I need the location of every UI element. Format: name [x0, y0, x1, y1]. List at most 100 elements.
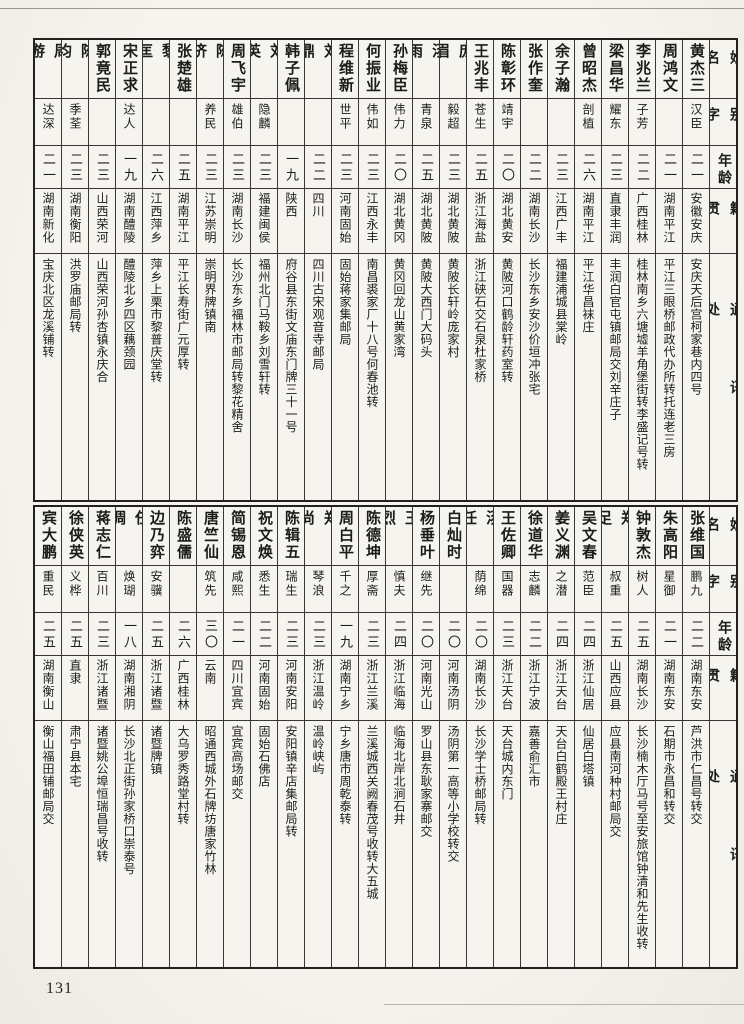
entry-age-text: 二一 [689, 152, 704, 184]
entry-origin: 江苏崇明 [197, 189, 223, 254]
entry-name-text: 陈均 [62, 43, 88, 72]
entry-column: 韩子佩 一九 陕西 府谷县东街文庙东门牌三十一号 [277, 40, 304, 500]
entry-courtesy-name: 雄伯 [224, 99, 250, 146]
entry-age-text: 一九 [122, 152, 137, 184]
entry-age: 二二 [683, 613, 709, 656]
entry-courtesy-name-text: 子芳 [635, 103, 649, 131]
entry-courtesy-name: 重民 [35, 566, 61, 613]
entry-origin: 湖南东安 [656, 656, 682, 721]
entry-age: 二一 [224, 613, 250, 656]
entry-address-text: 福州北门马鞍乡刘雪轩转 [257, 258, 271, 396]
entry-origin: 四川 [305, 189, 331, 254]
entry-column: 余子瀚 二三 江西广丰 福建浦城县棠岭 [547, 40, 574, 500]
entry-courtesy-name-text: 季荃 [68, 103, 82, 131]
entry-origin: 山西荣河 [89, 189, 115, 254]
entry-courtesy-name-text: 耀东 [608, 103, 622, 131]
entry-origin: 浙江兰溪 [359, 656, 385, 721]
entry-age: 二五 [35, 613, 61, 656]
entry-age: 二〇 [440, 613, 466, 656]
entry-column: 白灿时 二〇 河南汤阴 汤阴第一高等小学校转交 [439, 507, 466, 967]
entry-origin-text: 湖南新化 [41, 192, 55, 244]
entry-courtesy-name-text: 世平 [338, 103, 352, 131]
entry-name-text: 杨垂叶 [418, 510, 434, 561]
entry-age-text: 二二 [527, 152, 542, 184]
entry-origin: 直隶 [62, 656, 88, 721]
entry-age: 二二 [629, 146, 655, 189]
entry-address: 长沙楠木厅马号至安旅馆钟清和先生收转 [629, 721, 655, 967]
entry-name-text: 唐竺仙 [202, 510, 218, 561]
entry-courtesy-name [548, 99, 574, 146]
entry-age-text: 二三 [338, 152, 353, 184]
entry-age-text: 一九 [338, 619, 353, 651]
entry-age: 二三 [89, 146, 115, 189]
entry-origin: 河南汤阴 [440, 656, 466, 721]
entry-name: 徐道华 [521, 507, 547, 566]
entry-address-text: 黄陂长轩岭庞家村 [446, 258, 460, 358]
entry-courtesy-name: 焕瑚 [116, 566, 142, 613]
entry-origin: 河南安阳 [278, 656, 304, 721]
entry-courtesy-name: 国器 [494, 566, 520, 613]
entry-address-text: 天台城内东门 [500, 725, 514, 800]
entry-origin-text: 江西萍乡 [149, 192, 163, 244]
entry-origin-text: 湖南长沙 [527, 192, 541, 244]
entry-age-text: 二三 [203, 152, 218, 184]
entry-name-text: 韩子佩 [283, 43, 299, 94]
page-frame-line-bottom [384, 1004, 744, 1005]
entry-age-text: 二三 [284, 619, 299, 651]
entry-age: 二六 [143, 146, 169, 189]
entry-courtesy-name: 悉生 [251, 566, 277, 613]
entry-name: 汤雨 [413, 40, 439, 99]
entry-age-text: 二四 [581, 619, 596, 651]
entry-address: 黄陂长轩岭庞家村 [440, 254, 466, 500]
entry-courtesy-name: 千之 [332, 566, 358, 613]
entry-name: 周游 [35, 40, 61, 99]
entry-address-text: 山西荣河孙杏镇永庆合 [95, 258, 109, 383]
entry-courtesy-name: 筑先 [197, 566, 223, 613]
entry-name: 王佐卿 [494, 507, 520, 566]
entry-name-text: 王佐卿 [499, 510, 515, 561]
entry-address-text: 安阳镇辛店集邮局转 [284, 725, 298, 838]
entry-address: 安庆天后宫柯家巷内四号 [683, 254, 709, 500]
entry-column: 王烈 慎夫 二四 浙江临海 临海北岸北涧石井 [385, 507, 412, 967]
entry-age-text: 二二 [689, 619, 704, 651]
entry-origin-text: 山西应县 [608, 659, 622, 711]
entry-column: 陈均 季荃 二三 湖南衡阳 洪罗庙邮局转 [61, 40, 88, 500]
entry-address: 长沙北正街孙家桥口崇泰号 [116, 721, 142, 967]
entry-origin-text: 湖南长沙 [473, 659, 487, 711]
entry-column: 陈辑五瑞生二三河南安阳安阳镇辛店集邮局转 [277, 507, 304, 967]
entry-column: 杨垂叶 继先 二〇 河南光山 罗山县东耿家寨邮交 [412, 507, 439, 967]
entry-age-text: 二三 [365, 619, 380, 651]
entry-age: 二五 [413, 146, 439, 189]
entry-origin-text: 河南光山 [419, 659, 433, 711]
entry-courtesy-name-text: 瑞生 [284, 570, 298, 598]
entry-courtesy-name-text: 筑先 [203, 570, 217, 598]
entry-origin-text: 河南安阳 [284, 659, 298, 711]
entry-name: 陈辑五 [278, 507, 304, 566]
entry-age: 二二 [521, 146, 547, 189]
entry-origin-text: 广西桂林 [635, 192, 649, 244]
entry-origin-text: 云南 [203, 659, 217, 685]
entry-origin: 湖南长沙 [467, 656, 493, 721]
entry-address-text: 崇明界牌镇南 [203, 258, 217, 333]
entry-origin-text: 湖南宁乡 [338, 659, 352, 711]
entry-name: 陈济 [197, 40, 223, 99]
entry-address-text: 宁乡唐市周乾泰转 [338, 725, 352, 825]
entry-address: 临海北岸北涧石井 [386, 721, 412, 967]
entry-age-text: 二〇 [392, 152, 407, 184]
entry-name: 吴文春 [575, 507, 601, 566]
entry-origin: 湖南平江 [170, 189, 196, 254]
entry-name: 曾昭杰 [575, 40, 601, 99]
header-courtesy-label: 别字 [710, 566, 736, 613]
entry-origin: 浙江海盐 [467, 189, 493, 254]
entry-courtesy-name: 志麟 [521, 566, 547, 613]
entry-name: 王兆丰 [467, 40, 493, 99]
entry-name: 周鸿文 [656, 40, 682, 99]
entry-address-text: 黄冈回龙山黄家湾 [392, 258, 406, 358]
entry-origin-text: 浙江临海 [392, 659, 406, 711]
entry-address-text: 平江三眼桥邮政代办所转托连老三房 [662, 258, 676, 458]
entry-name-text: 朱高阳 [661, 510, 677, 561]
entry-name-text: 祝文焕 [256, 510, 272, 561]
entry-name: 简锡恩 [224, 507, 250, 566]
entry-age: 二五 [62, 613, 88, 656]
entry-origin: 湖北黄陂 [413, 189, 439, 254]
